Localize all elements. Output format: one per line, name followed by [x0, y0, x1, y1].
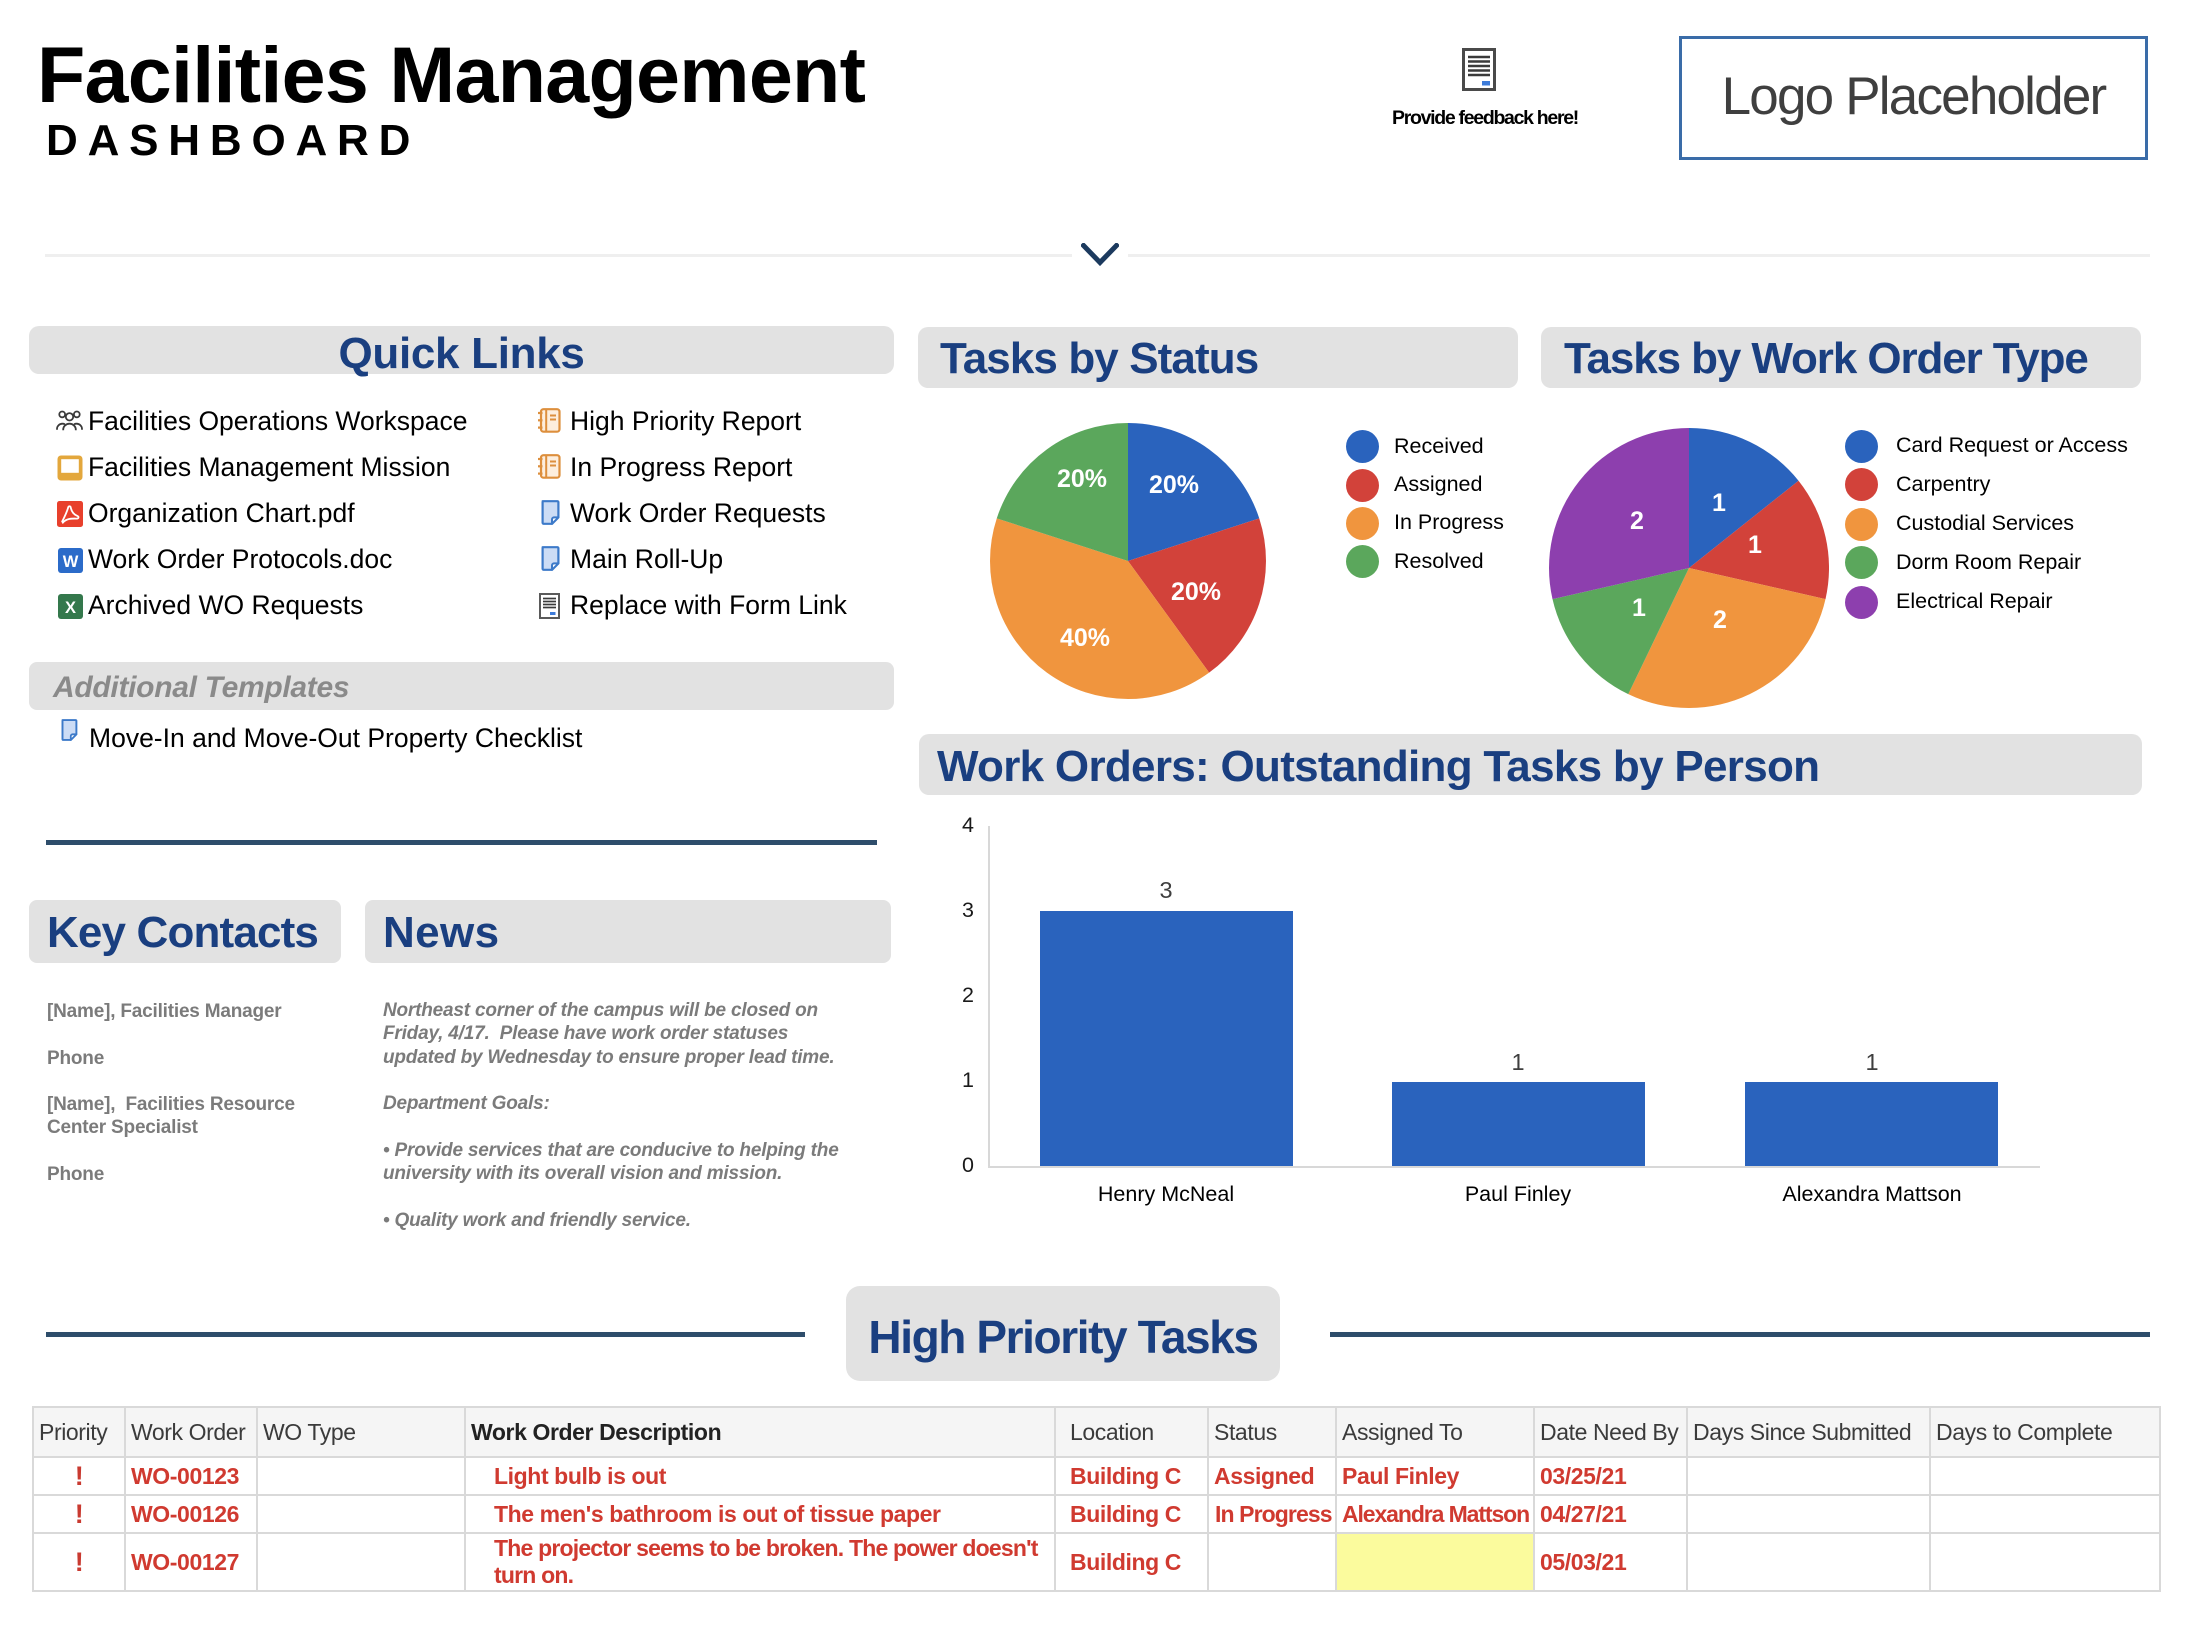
svg-text:20%: 20%: [1057, 465, 1107, 493]
svg-text:2: 2: [1630, 507, 1644, 535]
svg-text:1: 1: [1712, 489, 1726, 517]
svg-text:20%: 20%: [1171, 578, 1221, 606]
svg-text:20%: 20%: [1149, 471, 1199, 499]
svg-text:2: 2: [1713, 606, 1727, 634]
svg-text:1: 1: [1748, 531, 1762, 559]
svg-text:40%: 40%: [1060, 624, 1110, 652]
svg-text:1: 1: [1632, 594, 1646, 622]
svg-text:W: W: [63, 553, 79, 571]
svg-text:X: X: [65, 599, 76, 617]
